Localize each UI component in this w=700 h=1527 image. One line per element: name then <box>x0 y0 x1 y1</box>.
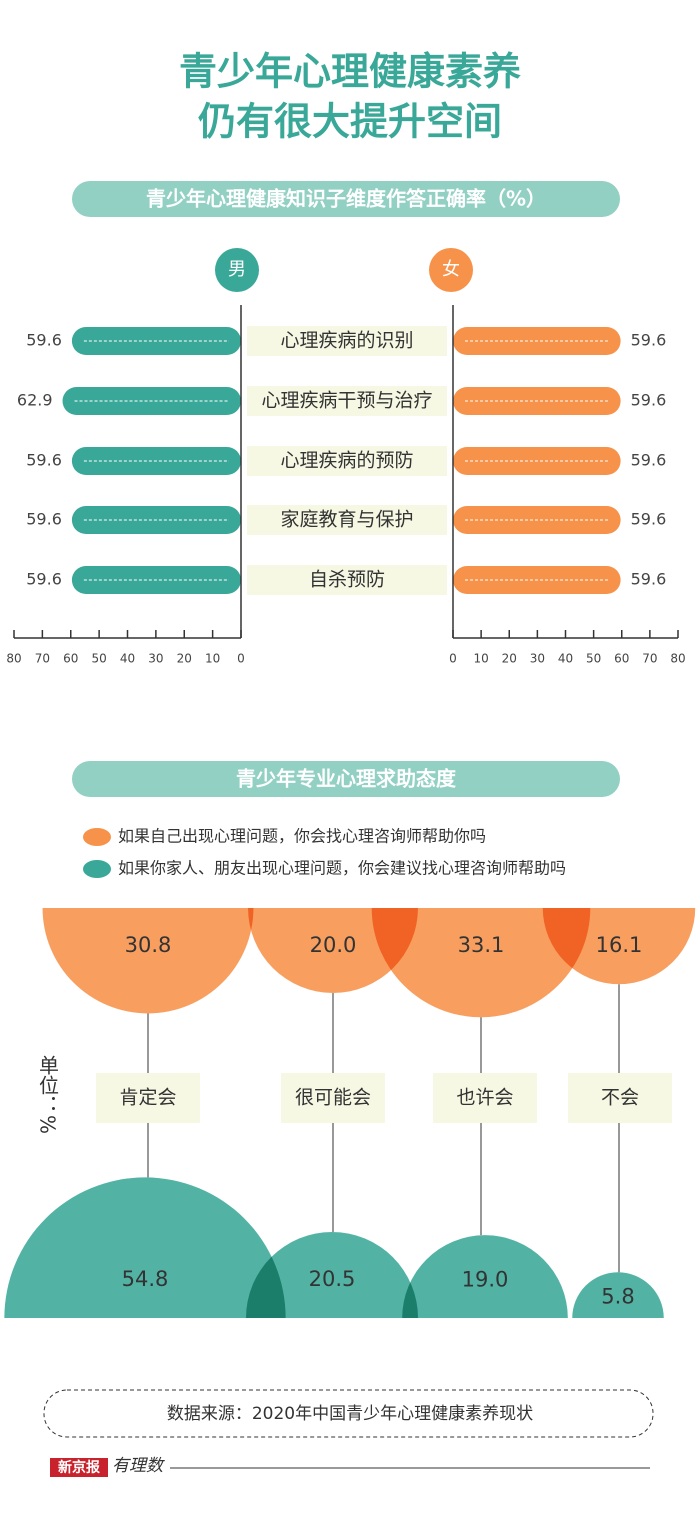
x-tick-label: 40 <box>120 652 135 666</box>
value-label: 59.6 <box>631 391 667 410</box>
chart-title: 青少年心理健康知识子维度作答正确率（%） <box>146 187 546 211</box>
value-label: 59.6 <box>631 451 667 470</box>
value-label: 59.6 <box>26 331 62 350</box>
category-box <box>247 326 447 356</box>
value-label: 33.1 <box>458 933 505 957</box>
legend-marker <box>83 860 111 878</box>
x-tick-label: 30 <box>530 652 545 666</box>
x-tick-label: 50 <box>91 652 106 666</box>
x-tick-label: 60 <box>614 652 629 666</box>
category-box <box>247 565 447 595</box>
value-label: 54.8 <box>122 1267 169 1291</box>
category-box <box>247 505 447 535</box>
bubble <box>245 1231 419 1318</box>
legend-label: 女 <box>442 259 460 280</box>
legend-marker <box>83 828 111 846</box>
value-label: 59.6 <box>26 510 62 529</box>
x-tick-label: 10 <box>205 652 220 666</box>
x-tick-label: 20 <box>177 652 192 666</box>
x-tick-label: 80 <box>6 652 21 666</box>
source: 数据来源：2020年中国青少年心理健康素养现状 <box>167 1404 533 1424</box>
bubble <box>542 908 696 985</box>
x-tick-label: 10 <box>473 652 488 666</box>
category-label: 家庭教育与保护 <box>280 509 413 531</box>
column-name: 有理数 <box>112 1456 165 1476</box>
bubble <box>402 1235 568 1318</box>
title-line: 仍有很大提升空间 <box>198 100 502 144</box>
legend-marker <box>429 248 473 292</box>
x-tick-label: 0 <box>449 652 457 666</box>
value-label: 20.5 <box>309 1267 356 1291</box>
legend-label: 男 <box>228 259 246 280</box>
unit-label: 单位：% <box>36 1055 60 1134</box>
x-tick-label: 40 <box>558 652 573 666</box>
legend-label: 如果自己出现心理问题，你会找心理咨询师帮助你吗 <box>118 827 486 846</box>
x-tick-label: 80 <box>670 652 685 666</box>
category-box <box>247 386 447 416</box>
category-box <box>568 1073 672 1123</box>
value-label: 59.6 <box>26 451 62 470</box>
category-label: 很可能会 <box>295 1087 371 1109</box>
x-tick-label: 50 <box>586 652 601 666</box>
x-tick-label: 70 <box>642 652 657 666</box>
section-header <box>72 181 620 217</box>
value-label: 59.6 <box>631 331 667 350</box>
category-box <box>281 1073 385 1123</box>
bubble <box>42 908 254 1014</box>
x-tick-label: 70 <box>35 652 50 666</box>
bubble <box>4 1177 286 1318</box>
x-tick-label: 20 <box>502 652 517 666</box>
category-box <box>96 1073 200 1123</box>
value-label: 30.8 <box>125 933 172 957</box>
source-box <box>43 1389 654 1438</box>
x-tick-label: 60 <box>63 652 78 666</box>
value-label: 62.9 <box>17 391 53 410</box>
value-label: 59.6 <box>631 570 667 589</box>
category-label: 自杀预防 <box>309 569 385 591</box>
brand-box <box>50 1458 108 1477</box>
title-line: 青少年心理健康素养 <box>179 50 521 94</box>
category-label: 也许会 <box>456 1087 513 1109</box>
chart-title: 青少年专业心理求助态度 <box>236 767 457 791</box>
value-label: 19.0 <box>462 1268 509 1292</box>
category-label: 不会 <box>601 1087 639 1109</box>
x-tick-label: 0 <box>237 652 245 666</box>
category-box <box>247 446 447 476</box>
value-label: 59.6 <box>631 510 667 529</box>
category-label: 心理疾病的识别 <box>280 330 413 352</box>
section-header <box>72 761 620 797</box>
category-box <box>433 1073 537 1123</box>
value-label: 20.0 <box>310 933 357 957</box>
x-tick-label: 30 <box>148 652 163 666</box>
bubble <box>572 1272 664 1318</box>
brand: 新京报 <box>58 1459 100 1476</box>
value-label: 59.6 <box>26 570 62 589</box>
value-label: 16.1 <box>596 933 643 957</box>
bubble <box>371 908 591 1018</box>
legend-marker <box>215 248 259 292</box>
category-label: 心理疾病干预与治疗 <box>261 390 432 412</box>
category-label: 肯定会 <box>119 1087 176 1109</box>
value-label: 5.8 <box>601 1284 634 1308</box>
category-label: 心理疾病的预防 <box>280 450 413 472</box>
legend-label: 如果你家人、朋友出现心理问题，你会建议找心理咨询师帮助吗 <box>118 859 566 878</box>
